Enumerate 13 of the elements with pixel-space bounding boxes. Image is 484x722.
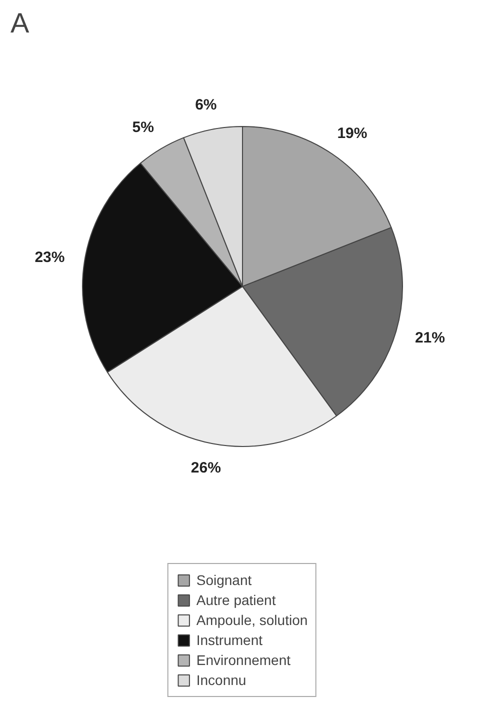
data-label: 21% <box>414 330 445 347</box>
legend-label: Ampoule, solution <box>196 612 308 628</box>
data-label: 5% <box>132 118 154 136</box>
chart-title: A <box>10 8 30 38</box>
legend-label: Autre patient <box>196 592 276 608</box>
legend-label: Instrument <box>196 632 262 648</box>
data-label: 26% <box>190 460 221 477</box>
legend-label: Inconnu <box>196 672 246 688</box>
data-label: 19% <box>337 124 368 142</box>
legend-label: Soignant <box>196 572 252 588</box>
data-label: 23% <box>34 249 65 266</box>
data-label: 6% <box>195 96 217 114</box>
legend-label: Environnement <box>196 652 291 668</box>
